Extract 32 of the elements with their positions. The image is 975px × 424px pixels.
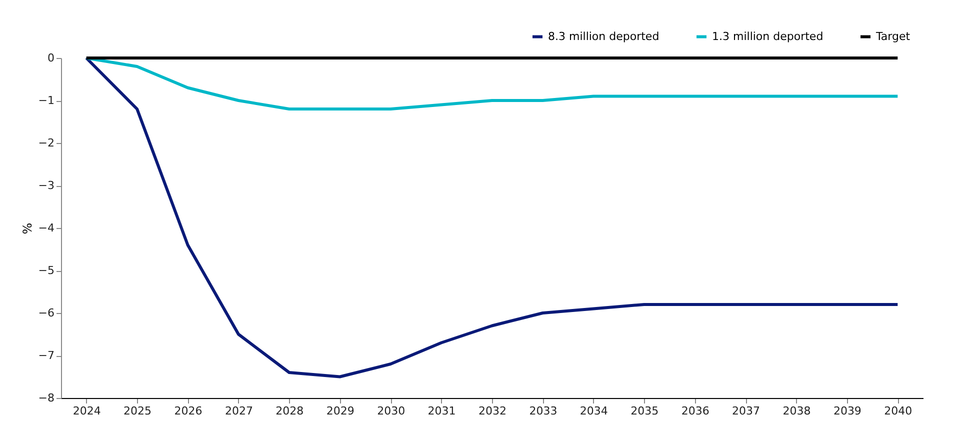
x-tick-label: 2037 xyxy=(732,404,760,418)
x-tick-label: 2029 xyxy=(326,404,354,418)
x-tick-label: 2025 xyxy=(124,404,152,418)
x-tick-label: 2030 xyxy=(377,404,406,418)
x-tick-label: 2038 xyxy=(782,404,811,418)
x-tick-label: 2033 xyxy=(529,404,558,418)
x-tick-label: 2024 xyxy=(72,404,101,418)
line-series xyxy=(84,56,900,378)
x-tick-label: 2040 xyxy=(884,404,912,418)
y-tick-label: −7 xyxy=(38,349,54,362)
legend-label: 1.3 million deported xyxy=(712,30,824,43)
y-tick-label: −5 xyxy=(38,264,54,277)
x-tick-label: 2027 xyxy=(224,404,253,418)
y-tick-label: −6 xyxy=(38,306,54,320)
y-tick-label: −1 xyxy=(38,94,54,107)
line-series xyxy=(84,56,900,110)
x-tick-label: 2032 xyxy=(478,404,506,418)
x-tick-label: 2036 xyxy=(681,404,710,418)
x-tick-label: 2031 xyxy=(428,404,456,418)
y-tick-label: −2 xyxy=(38,136,54,150)
legend-label: 8.3 million deported xyxy=(548,30,660,43)
x-tick-label: 2035 xyxy=(630,404,659,418)
x-tick-label: 2026 xyxy=(174,404,202,418)
y-tick-label: −3 xyxy=(38,179,54,192)
x-tick-label: 2039 xyxy=(833,404,862,418)
y-tick-label: 0 xyxy=(48,52,54,64)
y-axis-title: % xyxy=(20,222,34,234)
x-tick-label: 2034 xyxy=(580,404,608,418)
y-tick-label: −8 xyxy=(38,392,54,404)
y-tick-label: −4 xyxy=(38,222,54,234)
legend-label: Target xyxy=(875,30,911,43)
x-tick-label: 2028 xyxy=(276,404,304,418)
